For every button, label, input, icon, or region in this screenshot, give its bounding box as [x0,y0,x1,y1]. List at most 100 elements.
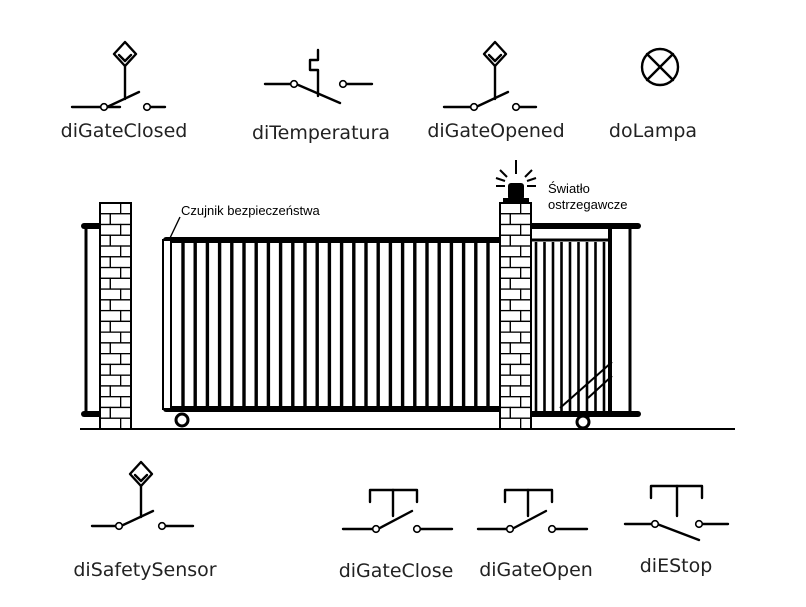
brick [99,234,111,247]
brick [99,396,122,409]
brick [499,417,522,430]
brick [499,363,511,376]
label-gate-closed: diGateClosed [60,120,188,142]
label-gate-opened: diGateOpened [427,120,565,142]
brick [99,277,111,290]
light-annotation-line2: ostrzegawcze [548,197,628,212]
brick [499,213,511,226]
brick [509,213,532,226]
brick [120,266,132,279]
brick [109,213,132,226]
brick [120,396,132,409]
brick [499,234,511,247]
label-gate-close: diGateClose [338,560,454,582]
brick [109,299,132,312]
label-lampa: doLampa [608,120,698,142]
brick [499,223,522,236]
brick [120,331,132,344]
brick [99,299,111,312]
brick [499,245,522,258]
brick [99,331,122,344]
brick [120,223,132,236]
brick [520,417,532,430]
brick [499,288,522,301]
brick [499,331,522,344]
brick [509,299,532,312]
safety-sensor-switch-icon [90,460,195,531]
brick [99,342,111,355]
label-gate-open: diGateOpen [479,559,593,581]
temperatura-switch-icon [263,48,374,105]
brick [509,342,532,355]
brick [120,202,132,215]
brick [99,245,122,258]
brick [509,277,532,290]
brick [120,374,132,387]
light-annotation-line1: Światło [548,181,590,196]
brick [99,374,122,387]
brick [99,266,122,279]
brick [99,202,122,215]
brick [509,256,532,269]
sliding-gate-leaf [162,237,503,428]
brick [120,353,132,366]
brick [499,374,522,387]
label-safety-sensor: diSafetySensor [73,559,217,581]
brick [499,385,511,398]
brick [99,353,122,366]
brick [499,266,522,279]
brick [509,320,532,333]
fixed-fence-section [527,223,641,430]
brick [520,266,532,279]
brick [99,406,111,419]
brick [109,320,132,333]
brick [520,245,532,258]
brick [499,406,511,419]
brick [520,374,532,387]
gate-closed-switch-icon [70,40,167,112]
left-brick-pillar [99,202,132,430]
brick [109,342,132,355]
brick [509,363,532,376]
brick [109,234,132,247]
brick [99,320,111,333]
brick [520,288,532,301]
brick [109,385,132,398]
gate-open-pushbutton-icon [476,488,589,534]
right-brick-pillar [499,202,532,430]
brick [520,309,532,323]
brick [120,417,132,430]
brick [99,223,122,236]
brick [520,353,532,366]
brick [499,277,511,290]
brick [99,213,111,226]
brick [499,320,511,333]
brick [99,288,122,301]
brick [109,406,132,419]
brick [120,245,132,258]
brick [499,396,522,409]
brick [509,234,532,247]
brick [499,309,522,323]
sliding-gate-illustration [80,160,735,430]
sensor-annotation: Czujnik bezpieczeństwa [181,203,320,218]
brick [499,342,511,355]
brick [509,406,532,419]
brick [520,202,532,215]
brick [109,277,132,290]
lamp-icon [640,47,680,87]
brick [509,385,532,398]
brick [499,202,522,215]
label-temperatura: diTemperatura [251,122,391,144]
brick [499,256,511,269]
brick [99,385,111,398]
brick [109,256,132,269]
brick [99,417,122,430]
brick [499,353,522,366]
gate-close-pushbutton-icon [341,488,454,534]
brick [120,288,132,301]
estop-pushbutton-icon [623,484,730,542]
brick [499,299,511,312]
